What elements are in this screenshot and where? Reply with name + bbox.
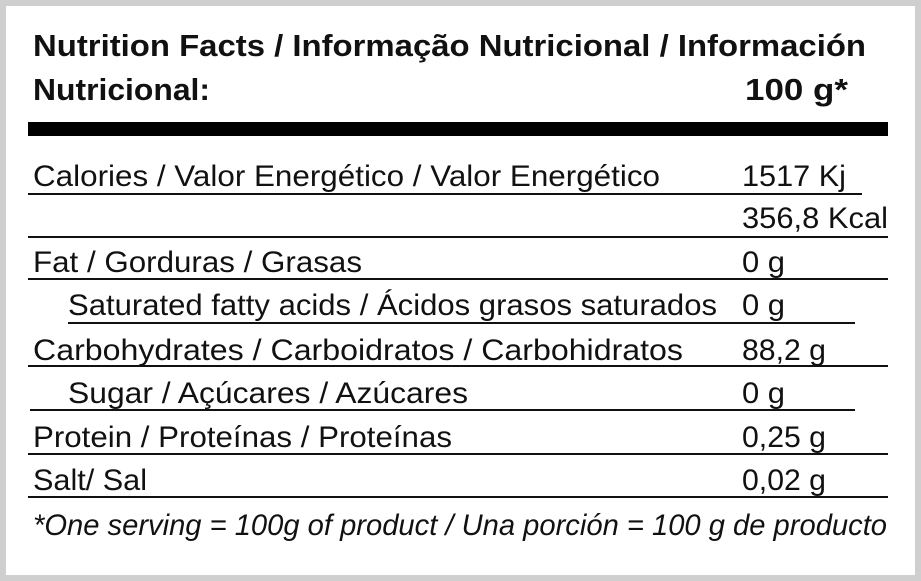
row-value: 0,02 g (742, 464, 826, 497)
row-label: Protein / Proteínas / Proteínas (33, 421, 452, 454)
title: Nutrition Facts / Informação Nutricional… (33, 28, 866, 63)
title: Nutricional: (33, 72, 210, 107)
row-value: 356,8 Kcal (742, 202, 888, 235)
footnote: *One serving = 100g of product / Una por… (33, 509, 887, 542)
row-value: 0 g (742, 289, 785, 322)
row-label: Carbohydrates / Carboidratos / Carbohidr… (33, 334, 683, 367)
row-value: 88,2 g (742, 334, 826, 367)
row-value: 0 g (742, 377, 785, 410)
row-value: 1517 Kj (742, 160, 846, 193)
row-label: Calories / Valor Energético / Valor Ener… (33, 160, 660, 193)
row-value: 0,25 g (742, 421, 826, 454)
serving-size: 100 g* (745, 72, 849, 107)
row-label: Salt/ Sal (33, 464, 147, 497)
row-label: Fat / Gorduras / Grasas (33, 246, 362, 279)
row-label: Saturated fatty acids / Ácidos grasos sa… (68, 289, 717, 322)
thick-rule (28, 122, 888, 136)
row-label: Sugar / Açúcares / Azúcares (68, 377, 468, 410)
row-value: 0 g (742, 246, 785, 279)
